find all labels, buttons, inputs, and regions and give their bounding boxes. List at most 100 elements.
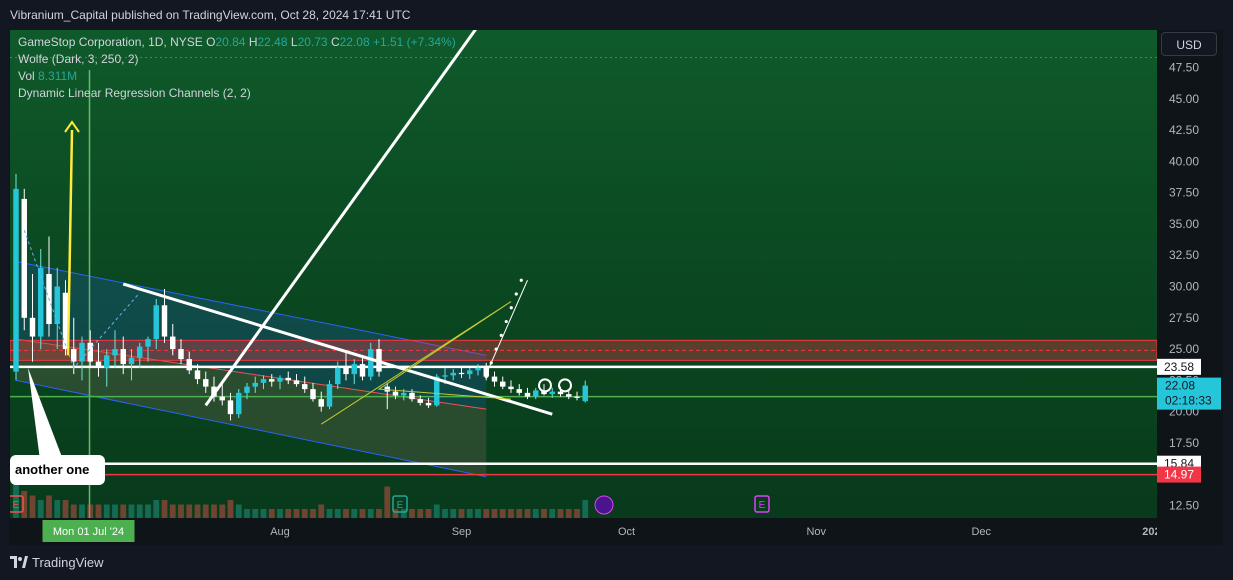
candle[interactable] xyxy=(326,384,333,407)
resistance-band[interactable] xyxy=(10,339,1157,361)
candle[interactable] xyxy=(475,367,481,371)
price-tag-support-red[interactable]: 14.97 xyxy=(1164,468,1194,482)
candle[interactable] xyxy=(95,361,102,368)
price-tag-resistance[interactable]: 23.58 xyxy=(1164,360,1194,374)
candle[interactable] xyxy=(302,384,308,390)
time-tick: 2025 xyxy=(1142,526,1157,538)
candle[interactable] xyxy=(277,377,283,382)
candle[interactable] xyxy=(79,342,85,362)
candle[interactable] xyxy=(425,402,432,406)
candle[interactable] xyxy=(170,336,176,350)
projection-line[interactable] xyxy=(485,280,528,375)
circle-annotation[interactable] xyxy=(538,378,552,393)
candle[interactable] xyxy=(62,292,69,350)
candle[interactable] xyxy=(310,389,316,400)
candle[interactable] xyxy=(244,386,250,393)
candle[interactable] xyxy=(582,385,588,402)
currency-button[interactable]: USD xyxy=(1161,32,1217,56)
candle[interactable] xyxy=(252,382,258,387)
volume-bar xyxy=(417,509,424,518)
candle[interactable] xyxy=(112,349,118,356)
candle[interactable] xyxy=(236,392,242,415)
candle[interactable] xyxy=(120,349,126,365)
candle[interactable] xyxy=(153,305,159,340)
candle[interactable] xyxy=(87,342,93,362)
candle[interactable] xyxy=(71,349,77,362)
candle[interactable] xyxy=(524,392,531,397)
candle[interactable] xyxy=(467,370,473,375)
candle[interactable] xyxy=(401,392,407,396)
candle[interactable] xyxy=(318,399,324,407)
candle[interactable] xyxy=(409,392,415,400)
descending-trendline[interactable] xyxy=(122,282,553,416)
candle[interactable] xyxy=(508,386,514,390)
candle[interactable] xyxy=(203,379,209,387)
legend-row-symbol[interactable]: GameStop Corporation, 1D, NYSE O20.84 H2… xyxy=(18,34,456,51)
candle[interactable] xyxy=(359,364,366,377)
circle-annotation[interactable] xyxy=(558,378,572,393)
volume-bar xyxy=(442,509,448,518)
candle[interactable] xyxy=(285,377,291,381)
lightning-icon[interactable] xyxy=(594,495,614,515)
candle[interactable] xyxy=(104,355,110,368)
candle[interactable] xyxy=(491,376,498,382)
up-arrow-icon[interactable] xyxy=(64,120,80,133)
candle[interactable] xyxy=(293,380,300,385)
time-tick-highlight[interactable]: Mon 01 Jul '24 xyxy=(53,526,124,538)
earnings-marker[interactable]: E xyxy=(392,495,408,513)
candle[interactable] xyxy=(483,367,489,377)
candle[interactable] xyxy=(128,357,135,365)
candle[interactable] xyxy=(384,386,390,392)
candle[interactable] xyxy=(21,198,27,318)
candle[interactable] xyxy=(145,339,151,347)
long-uptrend-line[interactable] xyxy=(204,30,561,407)
brand-name[interactable]: TradingView xyxy=(32,555,104,570)
candle[interactable] xyxy=(335,367,341,385)
candle[interactable] xyxy=(194,370,201,380)
candle[interactable] xyxy=(227,400,234,415)
wolfe-wave-left[interactable] xyxy=(23,230,141,369)
price-tick: 32.50 xyxy=(1169,248,1199,262)
chart-svg[interactable]: E EE xyxy=(10,30,1157,518)
price-axis[interactable]: 12.5015.0017.5020.0022.5025.0027.5030.00… xyxy=(1157,30,1222,518)
legend-indicator-wolfe[interactable]: Wolfe (Dark, 3, 250, 2) xyxy=(18,52,139,66)
candle[interactable] xyxy=(574,396,580,398)
candle[interactable] xyxy=(368,349,374,377)
price-tag-last[interactable]: 22.08 xyxy=(1165,379,1195,393)
legend-volume[interactable]: Vol 8.311M xyxy=(18,68,456,85)
candle[interactable] xyxy=(161,305,168,337)
candle[interactable] xyxy=(566,394,572,397)
candle[interactable] xyxy=(219,396,225,401)
wolfe-wave-lines[interactable] xyxy=(320,301,512,425)
candle[interactable] xyxy=(500,381,506,387)
candle[interactable] xyxy=(516,389,522,393)
candle[interactable] xyxy=(458,372,465,375)
candle[interactable] xyxy=(38,267,44,337)
candle[interactable] xyxy=(434,376,440,406)
candle[interactable] xyxy=(533,390,539,397)
candle[interactable] xyxy=(13,188,19,372)
candle[interactable] xyxy=(557,391,564,395)
candle[interactable] xyxy=(549,391,555,395)
time-axis[interactable]: Mon 01 Jul '24AugSepOctNovDec2025FebMar xyxy=(10,518,1157,545)
candle[interactable] xyxy=(343,367,349,375)
candle[interactable] xyxy=(54,286,60,325)
candle[interactable] xyxy=(269,379,275,382)
candle[interactable] xyxy=(417,399,423,403)
candle[interactable] xyxy=(450,372,456,376)
earnings-marker[interactable]: E xyxy=(754,495,770,513)
candle[interactable] xyxy=(186,359,192,371)
earnings-marker[interactable]: E xyxy=(10,495,24,513)
volume-bar xyxy=(565,509,572,518)
candle[interactable] xyxy=(260,379,267,383)
candle[interactable] xyxy=(29,317,36,337)
candle[interactable] xyxy=(392,391,399,396)
candle[interactable] xyxy=(178,349,184,360)
candle[interactable] xyxy=(137,346,143,358)
legend-indicator-regression[interactable]: Dynamic Linear Regression Channels (2, 2… xyxy=(18,86,251,100)
candle[interactable] xyxy=(442,375,448,377)
candle[interactable] xyxy=(351,364,357,375)
annotation-callout[interactable]: another one xyxy=(10,455,105,485)
regression-channel-upper[interactable] xyxy=(15,260,487,356)
